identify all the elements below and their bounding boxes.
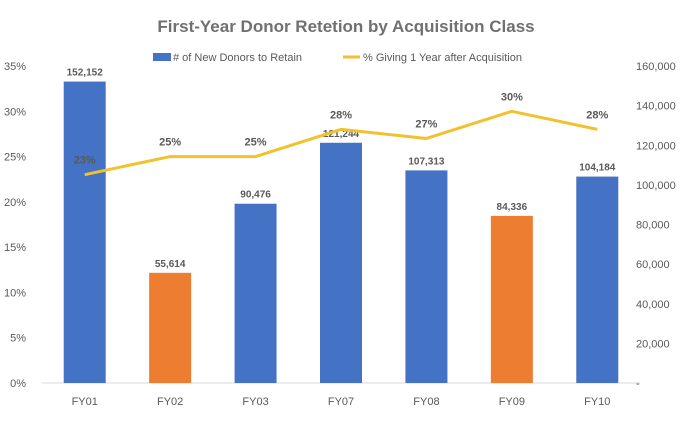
right-axis-tick-label: 60,000 [636,259,670,271]
bar-data-label: 84,336 [497,202,528,213]
bar-data-label: 55,614 [155,259,186,270]
bar-data-label: 152,152 [67,68,104,79]
left-axis: 0% 5% 10% 15% 20% 25% 30% 35% [4,61,26,390]
bars [63,81,619,383]
line-data-label: 27% [415,118,437,130]
category-label: FY02 [157,396,183,408]
right-axis-tick-label: 80,000 [636,220,670,232]
category-label: FY07 [328,396,354,408]
right-axis-tick-label: 120,000 [636,140,676,152]
bar [149,272,192,383]
category-label: FY03 [242,396,268,408]
chart-title: First-Year Donor Retetion by Acquisition… [157,17,534,36]
bar-data-label: 121,244 [323,129,360,140]
right-axis-tick-label: 100,000 [636,180,676,192]
bar [490,215,533,383]
bar-labels: 152,152 55,614 90,476 121,244 107,313 84,336 1… [67,68,616,270]
bar-data-label: 90,476 [240,190,271,201]
category-labels: FY01 FY02 FY03 FY07 FY08 FY09 FY10 [72,396,611,408]
line-series-path [84,109,598,177]
right-axis: - 20,000 40,000 60,000 80,000 100,000 120,000 1… [636,61,676,390]
right-axis-tick-label: - [636,378,640,390]
category-label: FY09 [499,396,525,408]
legend-bar-swatch [153,53,171,61]
category-label: FY08 [413,396,439,408]
line-series [84,109,598,177]
legend-bar-label: # of New Donors to Retain [173,52,302,64]
bar [234,203,277,383]
left-axis-tick-label: 20% [4,197,26,209]
line-data-label: 25% [245,137,267,149]
category-label: FY10 [584,396,610,408]
right-axis-tick-label: 140,000 [636,101,676,113]
legend: # of New Donors to Retain % Giving 1 Yea… [153,52,522,64]
bar [320,142,362,383]
right-axis-tick-label: 20,000 [636,338,670,350]
right-axis-tick-label: 160,000 [636,61,676,73]
bar [405,170,448,383]
bar-data-label: 107,313 [408,156,445,167]
left-axis-tick-label: 15% [4,242,26,254]
left-axis-tick-label: 10% [4,287,26,299]
bar-data-label: 104,184 [579,163,616,174]
right-axis-tick-label: 40,000 [636,299,670,311]
line-data-label: 28% [586,109,608,121]
left-axis-tick-label: 35% [4,61,26,73]
category-label: FY01 [72,396,98,408]
left-axis-tick-label: 0% [10,378,26,390]
line-data-label: 25% [159,137,181,149]
bar [576,176,619,383]
line-data-label: 23% [74,155,96,167]
line-data-label: 28% [330,109,352,121]
line-data-label: 30% [501,91,523,103]
legend-line-label: % Giving 1 Year after Acquisition [363,52,522,64]
bar [63,81,106,383]
left-axis-tick-label: 30% [4,106,26,118]
left-axis-tick-label: 5% [10,333,26,345]
left-axis-tick-label: 25% [4,152,26,164]
line-labels: 23% 25% 25% 28% 27% 30% 28% [74,91,609,166]
